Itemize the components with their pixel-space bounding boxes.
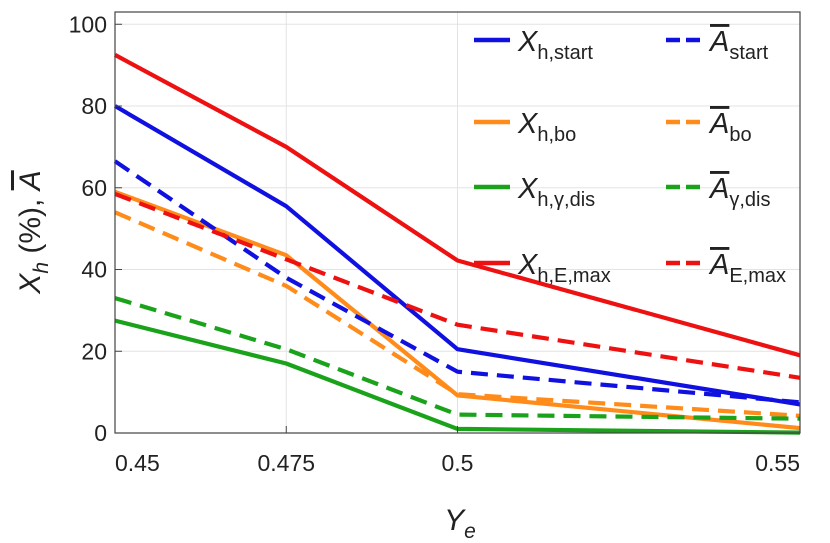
x-tick-label-0: 0.45 (115, 450, 160, 476)
y-tick-label-2: 40 (81, 257, 107, 283)
series-line-4 (113, 159, 801, 405)
x-tick-label-1: 0.475 (257, 450, 315, 476)
x-axis-label: Ye (444, 504, 476, 543)
x-axis-label-main: Y (444, 504, 466, 537)
legend-label-3: Xh,E,max (517, 249, 611, 287)
legend: Xh,start Xh,bo Xh,γ,dis Xh,E,max Astart Abo Aγ… (474, 26, 786, 287)
series-line-2 (114, 318, 801, 435)
legend-label-0: Xh,start (517, 26, 593, 64)
x-axis-label-sub: e (464, 520, 476, 543)
x-tick-label-2: 0.5 (442, 450, 474, 476)
y-tick-label-5: 100 (69, 11, 107, 37)
y-axis-label-rest: (%), (14, 190, 47, 262)
legend-label-5: Abo (708, 108, 752, 146)
ticks: 0.45 0.475 0.5 0.55 0 20 40 60 80 100 (69, 11, 801, 476)
y-tick-label-0: 0 (94, 420, 107, 446)
y-tick-label-1: 20 (81, 338, 107, 364)
y-axis-label: Xh (%), A (14, 170, 53, 294)
legend-label-6: Aγ,dis (708, 173, 770, 211)
series-line-6 (114, 296, 801, 421)
y-tick-label-4: 80 (81, 93, 107, 119)
series-line-0 (113, 104, 801, 407)
y-axis-label-tail: A (14, 170, 47, 192)
y-axis-label-sub: h (30, 262, 53, 274)
legend-label-2: Xh,γ,dis (517, 173, 595, 211)
y-axis-label-main: X (14, 273, 47, 295)
series-line-7 (114, 191, 801, 380)
y-tick-label-3: 60 (81, 175, 107, 201)
legend-label-4: Astart (708, 26, 769, 64)
series-line-5 (114, 210, 801, 418)
series-line-3 (114, 53, 801, 358)
series-lines (113, 53, 801, 435)
legend-label-1: Xh,bo (517, 108, 576, 146)
x-tick-label-3: 0.55 (755, 450, 800, 476)
legend-label-7: AE,max (708, 249, 786, 287)
series-line-1 (114, 189, 801, 431)
